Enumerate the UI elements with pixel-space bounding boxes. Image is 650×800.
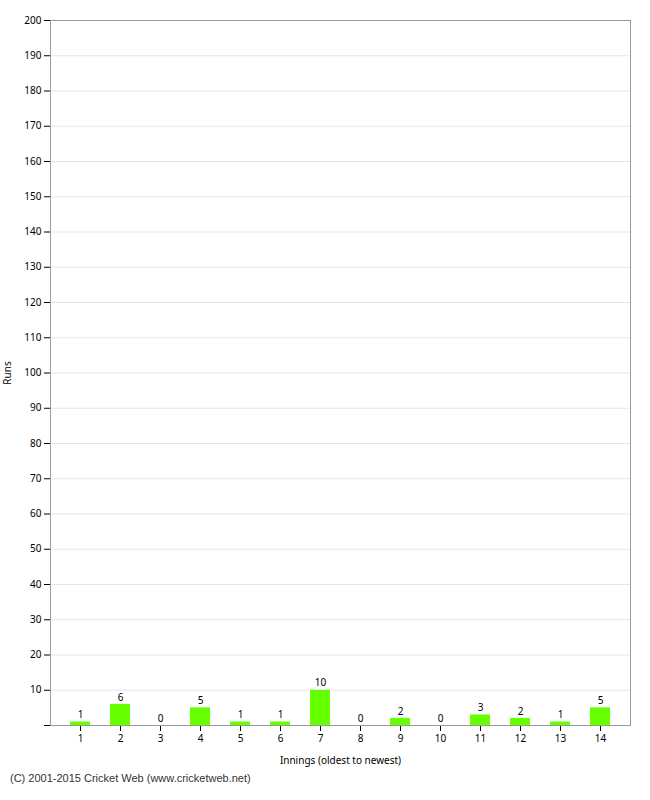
svg-text:Innings (oldest to newest): Innings (oldest to newest) [280,753,401,767]
svg-text:0: 0 [438,711,444,725]
svg-text:2: 2 [518,704,524,718]
svg-text:10: 10 [315,675,327,689]
svg-text:1: 1 [558,707,564,721]
svg-text:0: 0 [158,711,164,725]
html-text:(C) 2001-2015 Cricket Web (www: (C) 2001-2015 Cricket Web (www.cricketwe… [10,772,251,784]
svg-text:70: 70 [30,471,42,485]
svg-text:20: 20 [30,647,42,661]
svg-text:12: 12 [515,731,527,745]
svg-text:100: 100 [24,365,41,379]
svg-text:1: 1 [278,707,284,721]
svg-text:170: 170 [24,118,41,132]
svg-text:13: 13 [555,731,567,745]
svg-text:5: 5 [238,731,244,745]
svg-text:14: 14 [595,731,607,745]
svg-text:180: 180 [24,83,41,97]
svg-text:90: 90 [30,400,42,414]
svg-text:30: 30 [30,612,42,626]
svg-text:150: 150 [24,189,41,203]
svg-text:6: 6 [118,690,124,704]
svg-text:3: 3 [478,700,484,714]
svg-text:5: 5 [198,693,204,707]
svg-text:7: 7 [318,731,324,745]
svg-text:110: 110 [24,330,41,344]
svg-text:6: 6 [278,731,284,745]
svg-text:40: 40 [30,577,42,591]
svg-text:10: 10 [435,731,447,745]
svg-text:5: 5 [598,693,604,707]
svg-text:130: 130 [24,259,41,273]
svg-text:9: 9 [398,731,404,745]
svg-text:50: 50 [30,541,42,555]
svg-text:160: 160 [24,154,41,168]
svg-text:8: 8 [358,731,364,745]
svg-text:Runs: Runs [0,361,14,385]
svg-text:11: 11 [475,731,486,745]
svg-text:3: 3 [158,731,164,745]
svg-text:1: 1 [78,731,84,745]
svg-text:60: 60 [30,506,42,520]
svg-text:190: 190 [24,48,41,62]
svg-text:2: 2 [398,704,404,718]
svg-text:140: 140 [24,224,41,238]
svg-text:1: 1 [238,707,244,721]
svg-text:200: 200 [24,13,41,27]
svg-text:10: 10 [30,682,42,696]
svg-text:2: 2 [118,731,124,745]
svg-text:1: 1 [78,707,84,721]
svg-text:120: 120 [24,295,41,309]
svg-text:0: 0 [358,711,364,725]
svg-text:80: 80 [30,436,42,450]
svg-text:4: 4 [198,731,204,745]
